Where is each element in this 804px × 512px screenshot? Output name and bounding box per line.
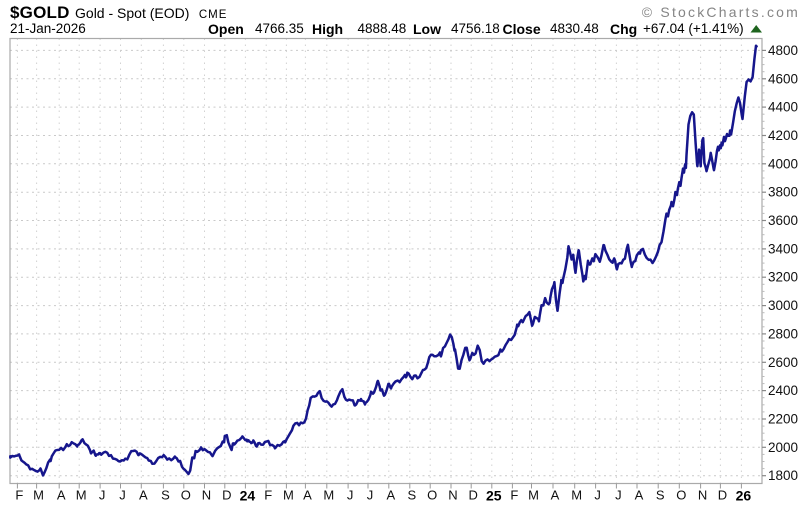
svg-text:M: M <box>323 488 334 503</box>
svg-text:M: M <box>33 488 44 503</box>
svg-text:25: 25 <box>486 488 502 504</box>
svg-text:D: D <box>469 488 478 503</box>
svg-text:D: D <box>222 488 231 503</box>
svg-text:O: O <box>427 488 437 503</box>
svg-text:2400: 2400 <box>768 383 798 398</box>
svg-text:4000: 4000 <box>768 156 798 171</box>
svg-text:J: J <box>594 488 601 503</box>
svg-text:J: J <box>99 488 106 503</box>
svg-text:3000: 3000 <box>768 298 798 313</box>
svg-text:N: N <box>448 488 457 503</box>
svg-text:A: A <box>551 488 560 503</box>
svg-text:3600: 3600 <box>768 213 798 228</box>
svg-text:O: O <box>181 488 191 503</box>
svg-text:24: 24 <box>240 488 256 504</box>
svg-text:F: F <box>510 488 518 503</box>
svg-text:D: D <box>718 488 727 503</box>
svg-text:2000: 2000 <box>768 440 798 455</box>
svg-text:3400: 3400 <box>768 241 798 256</box>
svg-text:J: J <box>119 488 126 503</box>
svg-text:N: N <box>698 488 707 503</box>
svg-text:M: M <box>571 488 582 503</box>
svg-text:4800: 4800 <box>768 43 798 58</box>
svg-text:3200: 3200 <box>768 270 798 285</box>
svg-text:J: J <box>367 488 374 503</box>
svg-text:N: N <box>202 488 211 503</box>
svg-text:J: J <box>347 488 354 503</box>
svg-text:S: S <box>656 488 665 503</box>
svg-text:M: M <box>528 488 539 503</box>
svg-text:2200: 2200 <box>768 412 798 427</box>
svg-text:A: A <box>57 488 66 503</box>
svg-text:A: A <box>635 488 644 503</box>
svg-text:M: M <box>283 488 294 503</box>
svg-text:F: F <box>264 488 272 503</box>
svg-text:J: J <box>615 488 622 503</box>
svg-text:A: A <box>139 488 148 503</box>
svg-text:S: S <box>407 488 416 503</box>
svg-text:1800: 1800 <box>768 468 798 483</box>
svg-text:A: A <box>386 488 395 503</box>
svg-text:M: M <box>76 488 87 503</box>
svg-text:A: A <box>303 488 312 503</box>
svg-text:4200: 4200 <box>768 128 798 143</box>
svg-text:26: 26 <box>736 488 752 504</box>
svg-text:S: S <box>161 488 170 503</box>
svg-text:2800: 2800 <box>768 326 798 341</box>
svg-text:O: O <box>676 488 686 503</box>
svg-text:4600: 4600 <box>768 71 798 86</box>
svg-text:F: F <box>15 488 23 503</box>
svg-text:2600: 2600 <box>768 355 798 370</box>
svg-text:3800: 3800 <box>768 185 798 200</box>
svg-text:4400: 4400 <box>768 100 798 115</box>
